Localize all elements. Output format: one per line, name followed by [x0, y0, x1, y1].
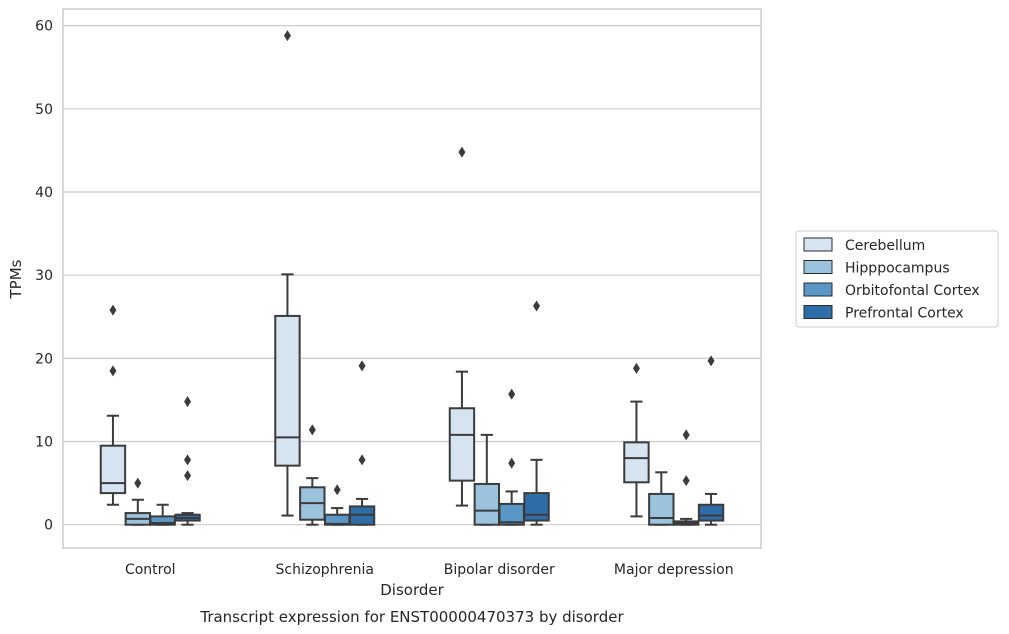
y-axis-label: TPMs: [7, 259, 25, 299]
box: [697, 503, 725, 522]
legend-label: Cerebellum: [845, 238, 925, 254]
outlier-point: [533, 300, 541, 312]
box-group: [274, 30, 376, 526]
legend-label: Hipppocampus: [845, 261, 950, 277]
box: [274, 314, 301, 467]
box-groups: [99, 30, 725, 526]
outlier-point: [707, 355, 715, 367]
x-axis-ticks: Control Schizophrenia Bipolar disorder Majo…: [125, 562, 734, 578]
box: [448, 407, 476, 482]
outlier-point: [632, 362, 640, 374]
y-tick-label: 60: [35, 19, 53, 35]
y-axis-ticks: 0 10 20 30 40 50 60: [35, 19, 53, 534]
plot-area-frame: [62, 8, 762, 549]
box-group: [448, 146, 550, 526]
outlier-point: [358, 454, 366, 466]
legend-label: Orbitofontal Cortex: [845, 283, 980, 299]
x-tick-label: Control: [125, 562, 176, 578]
box-group: [99, 304, 201, 526]
legend-swatch: [803, 305, 833, 319]
y-tick-label: 10: [35, 435, 53, 451]
legend-label: Prefrontal Cortex: [845, 306, 964, 322]
y-tick-label: 0: [44, 518, 53, 534]
x-axis-label: Disorder: [380, 581, 444, 599]
outlier-point: [333, 484, 341, 496]
outlier-point: [109, 304, 117, 316]
outlier-point: [184, 454, 192, 466]
x-tick-label: Schizophrenia: [276, 562, 374, 578]
gridlines: [63, 25, 761, 526]
outlier-point: [508, 388, 516, 400]
y-tick-label: 40: [35, 185, 53, 201]
outlier-point: [134, 477, 142, 489]
outlier-point: [682, 475, 690, 487]
legend-swatch: [803, 260, 833, 274]
box: [648, 492, 675, 526]
box: [523, 492, 550, 522]
box-group: [623, 355, 725, 526]
legend-frame: [795, 230, 999, 328]
box: [623, 441, 650, 484]
box: [99, 444, 127, 495]
outlier-point: [508, 457, 516, 469]
outlier-point: [308, 424, 316, 436]
outlier-point: [109, 365, 117, 377]
y-tick-label: 30: [35, 268, 53, 284]
outlier-point: [283, 30, 291, 42]
legend-swatch: [803, 237, 833, 252]
legend: Cerebellum Hipppocampus Orbitofontal Corte…: [795, 230, 999, 328]
outlier-point: [682, 429, 690, 441]
chart-caption: Transcript expression for ENST0000047037…: [199, 608, 624, 626]
box: [473, 482, 501, 526]
y-tick-label: 50: [35, 102, 53, 118]
legend-swatch: [803, 282, 833, 297]
x-tick-label: Major depression: [614, 562, 734, 578]
y-tick-label: 20: [35, 351, 53, 367]
outlier-point: [184, 470, 192, 482]
outlier-point: [458, 146, 466, 158]
outlier-point: [184, 396, 192, 408]
outlier-point: [358, 360, 366, 372]
x-tick-label: Bipolar disorder: [444, 562, 555, 578]
